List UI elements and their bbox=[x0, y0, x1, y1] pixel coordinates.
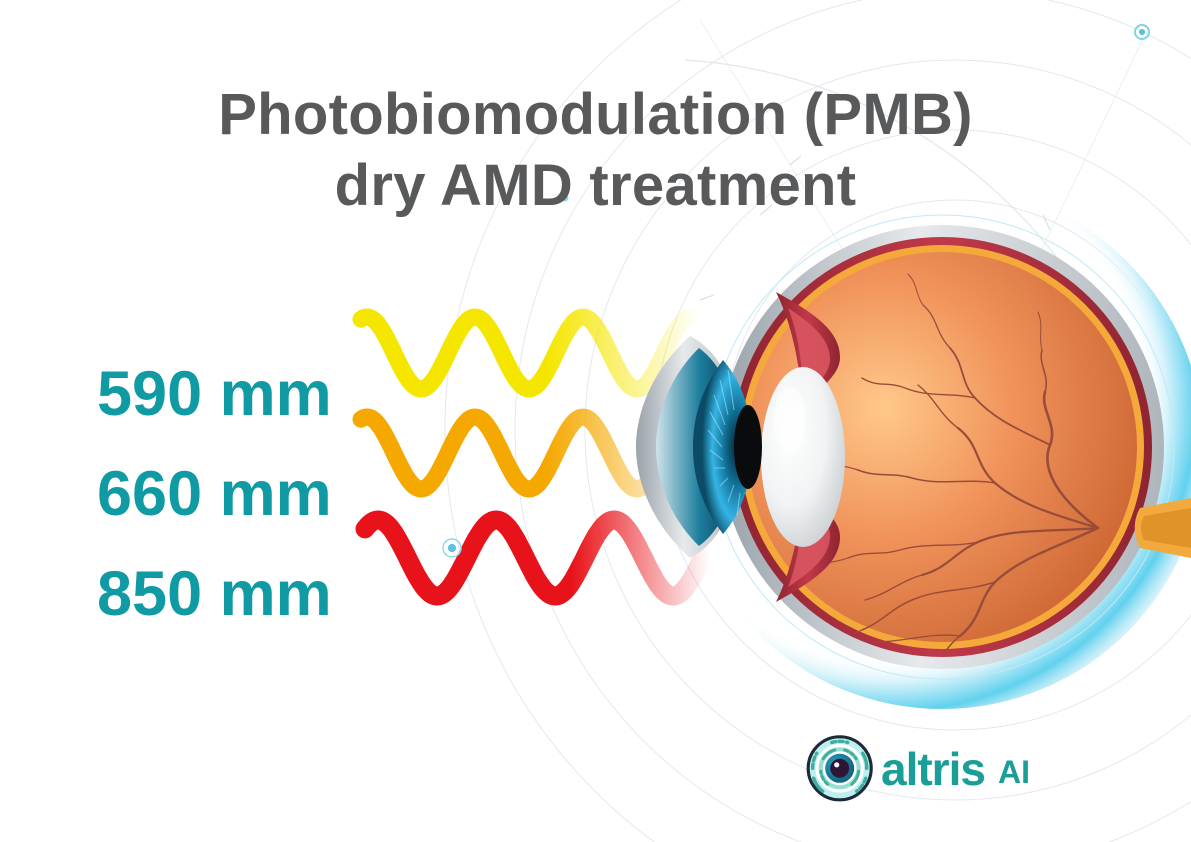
svg-text:altris: altris bbox=[881, 743, 985, 795]
svg-text:AI: AI bbox=[998, 754, 1030, 790]
